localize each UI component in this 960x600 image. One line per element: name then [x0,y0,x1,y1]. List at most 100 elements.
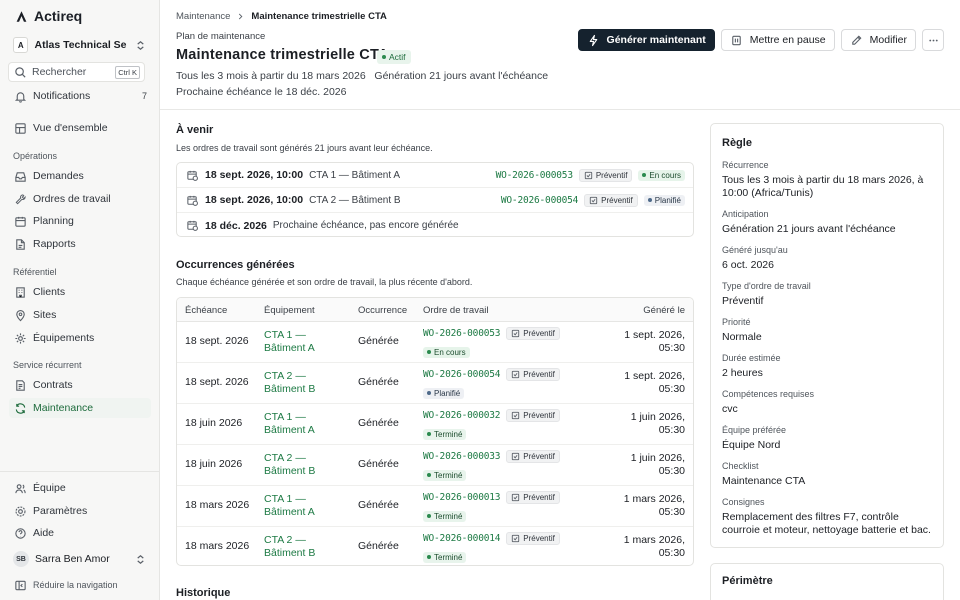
work-order-cell: WO-2026-000014 Préventif [423,532,560,545]
sidebar-item-ordres[interactable]: Ordres de travail [9,189,151,209]
search-input[interactable]: Rechercher Ctrl K [8,62,145,82]
sidebar-collapse-icon [13,578,27,592]
generated-time: 05:30 [658,547,685,559]
upcoming-equipment: CTA 2 — Bâtiment B [309,194,401,206]
document-icon [13,378,27,392]
generated-time: 05:30 [658,465,685,477]
more-actions-button[interactable] [922,29,944,51]
work-order-link[interactable]: WO-2026-000054 [500,194,579,206]
breadcrumb-current: Maintenance trimestrielle CTA [251,10,387,22]
list-item[interactable]: 18 sept. 2026, 10:00 CTA 2 — Bâtiment B … [177,188,693,213]
sidebar-item-overview[interactable]: Vue d'ensemble [9,118,151,138]
shield-check-icon [511,493,520,502]
work-order-link[interactable]: WO-2026-000013 [423,492,501,503]
generate-now-label: Générer maintenant [606,34,706,46]
status-pill-label: Terminé [434,470,463,480]
search-icon [13,65,27,79]
work-order-link[interactable]: WO-2026-000054 [423,369,501,380]
breadcrumb-link[interactable]: Maintenance [176,10,231,22]
upcoming-date: 18 sept. 2026, 10:00 [205,169,304,181]
search-shortcut: Ctrl K [115,65,140,79]
work-order-status-cell: Terminé [423,468,467,481]
table-row[interactable]: 18 mars 2026 CTA 2 — Bâtiment B Générée WO-2… [177,527,693,565]
sidebar-item-label: Aide [33,527,55,539]
type-tag: Préventif [578,168,633,182]
field-label: Consignes [722,497,765,507]
type-tag: Préventif [506,491,560,504]
field-value: Génération 21 jours avant l'échéance [722,223,896,235]
table-row[interactable]: 18 sept. 2026 CTA 1 — Bâtiment A Générée WO-… [177,322,693,363]
due-date: 18 mars 2026 [185,540,250,552]
status-dot [427,514,431,518]
status-pill: En cours [423,346,470,358]
sidebar-item-equipe[interactable]: Équipe [9,478,151,498]
status-badge: Actif [377,50,411,64]
column-header[interactable]: Occurrence [358,305,408,316]
status-pill-label: Planifié [654,195,681,205]
sidebar-item-clients[interactable]: Clients [9,282,151,302]
table-row[interactable]: 18 juin 2026 CTA 1 — Bâtiment A Générée WO-2… [177,404,693,445]
generated-date: 1 juin 2026, [630,411,685,423]
user-menu[interactable]: SB Sarra Ben Amor [9,549,151,569]
rule-field: Type d'ordre de travail Préventif [722,281,936,308]
table-row[interactable]: 18 sept. 2026 CTA 2 — Bâtiment B Générée WO-… [177,363,693,404]
work-order-link[interactable]: WO-2026-000032 [423,410,501,421]
workspace-badge: A [13,37,29,53]
list-item[interactable]: 18 sept. 2026, 10:00 CTA 1 — Bâtiment A … [177,163,693,188]
work-order-status-cell: Planifié [423,386,465,399]
due-date: 18 sept. 2026 [185,335,249,347]
equipment-link[interactable]: CTA 1 — Bâtiment A [264,493,344,519]
pause-button[interactable]: Mettre en pause [720,29,835,51]
header-actions: Générer maintenant Mettre en pause Modif… [577,29,944,51]
generate-now-button[interactable]: Générer maintenant [577,29,715,51]
collapse-nav-button[interactable]: Réduire la navigation [9,576,151,594]
sidebar-item-rapports[interactable]: Rapports [9,234,151,254]
app-logo[interactable]: Actireq [13,8,82,24]
equipment-link[interactable]: CTA 1 — Bâtiment A [264,329,344,355]
work-order-link[interactable]: WO-2026-000053 [495,169,573,181]
nav-section-service: Service récurrent [13,360,82,370]
equipment-link[interactable]: CTA 2 — Bâtiment B [264,452,344,478]
work-order-link[interactable]: WO-2026-000033 [423,451,501,462]
page-eyebrow: Plan de maintenance [176,31,266,42]
pencil-icon [850,33,864,47]
column-header[interactable]: Généré le [643,305,685,316]
nav-section-referentiel: Référentiel [13,267,57,277]
sidebar-item-aide[interactable]: Aide [9,523,151,543]
table-row[interactable]: 18 mars 2026 CTA 1 — Bâtiment A Générée WO-2… [177,486,693,527]
status-dot [382,55,386,59]
edit-button[interactable]: Modifier [840,29,916,51]
sidebar-item-maintenance[interactable]: Maintenance [9,398,151,418]
sidebar-item-planning[interactable]: Planning [9,211,151,231]
sidebar-item-demandes[interactable]: Demandes [9,166,151,186]
sidebar-item-equipements[interactable]: Équipements [9,328,151,348]
type-tag-label: Préventif [523,411,555,420]
shield-check-icon [511,452,520,461]
generated-at: 1 mars 2026, 05:30 [605,534,685,560]
equipment-link[interactable]: CTA 1 — Bâtiment A [264,411,344,437]
work-order-link[interactable]: WO-2026-000014 [423,533,501,544]
rule-field: Équipe préférée Équipe Nord [722,425,936,452]
sidebar-item-notifications[interactable]: Notifications 7 [9,86,151,106]
workspace-switcher[interactable]: A Atlas Technical Se... [9,35,151,55]
column-header[interactable]: Ordre de travail [423,305,489,316]
generated-date: 1 mars 2026, [623,534,685,546]
clock-calendar-icon [185,193,199,207]
status-pill-label: Terminé [434,511,463,521]
shield-check-icon [511,370,520,379]
column-header[interactable]: Équipement [264,305,315,316]
app-name: Actireq [34,8,83,24]
field-value: 2 heures [722,367,763,379]
equipment-link[interactable]: CTA 2 — Bâtiment B [264,534,344,560]
work-order-link[interactable]: WO-2026-000053 [423,328,501,339]
equipment-link[interactable]: CTA 2 — Bâtiment B [264,370,344,396]
sidebar-item-parametres[interactable]: Paramètres [9,501,151,521]
work-order-cell: WO-2026-000053 Préventif [423,327,560,340]
shield-check-icon [511,329,520,338]
sidebar-item-sites[interactable]: Sites [9,305,151,325]
column-header[interactable]: Échéance [185,305,228,316]
equipment-building: Bâtiment A [264,342,315,354]
type-tag: Préventif [506,368,560,381]
sidebar-item-contrats[interactable]: Contrats [9,375,151,395]
table-row[interactable]: 18 juin 2026 CTA 2 — Bâtiment B Générée WO-2… [177,445,693,486]
